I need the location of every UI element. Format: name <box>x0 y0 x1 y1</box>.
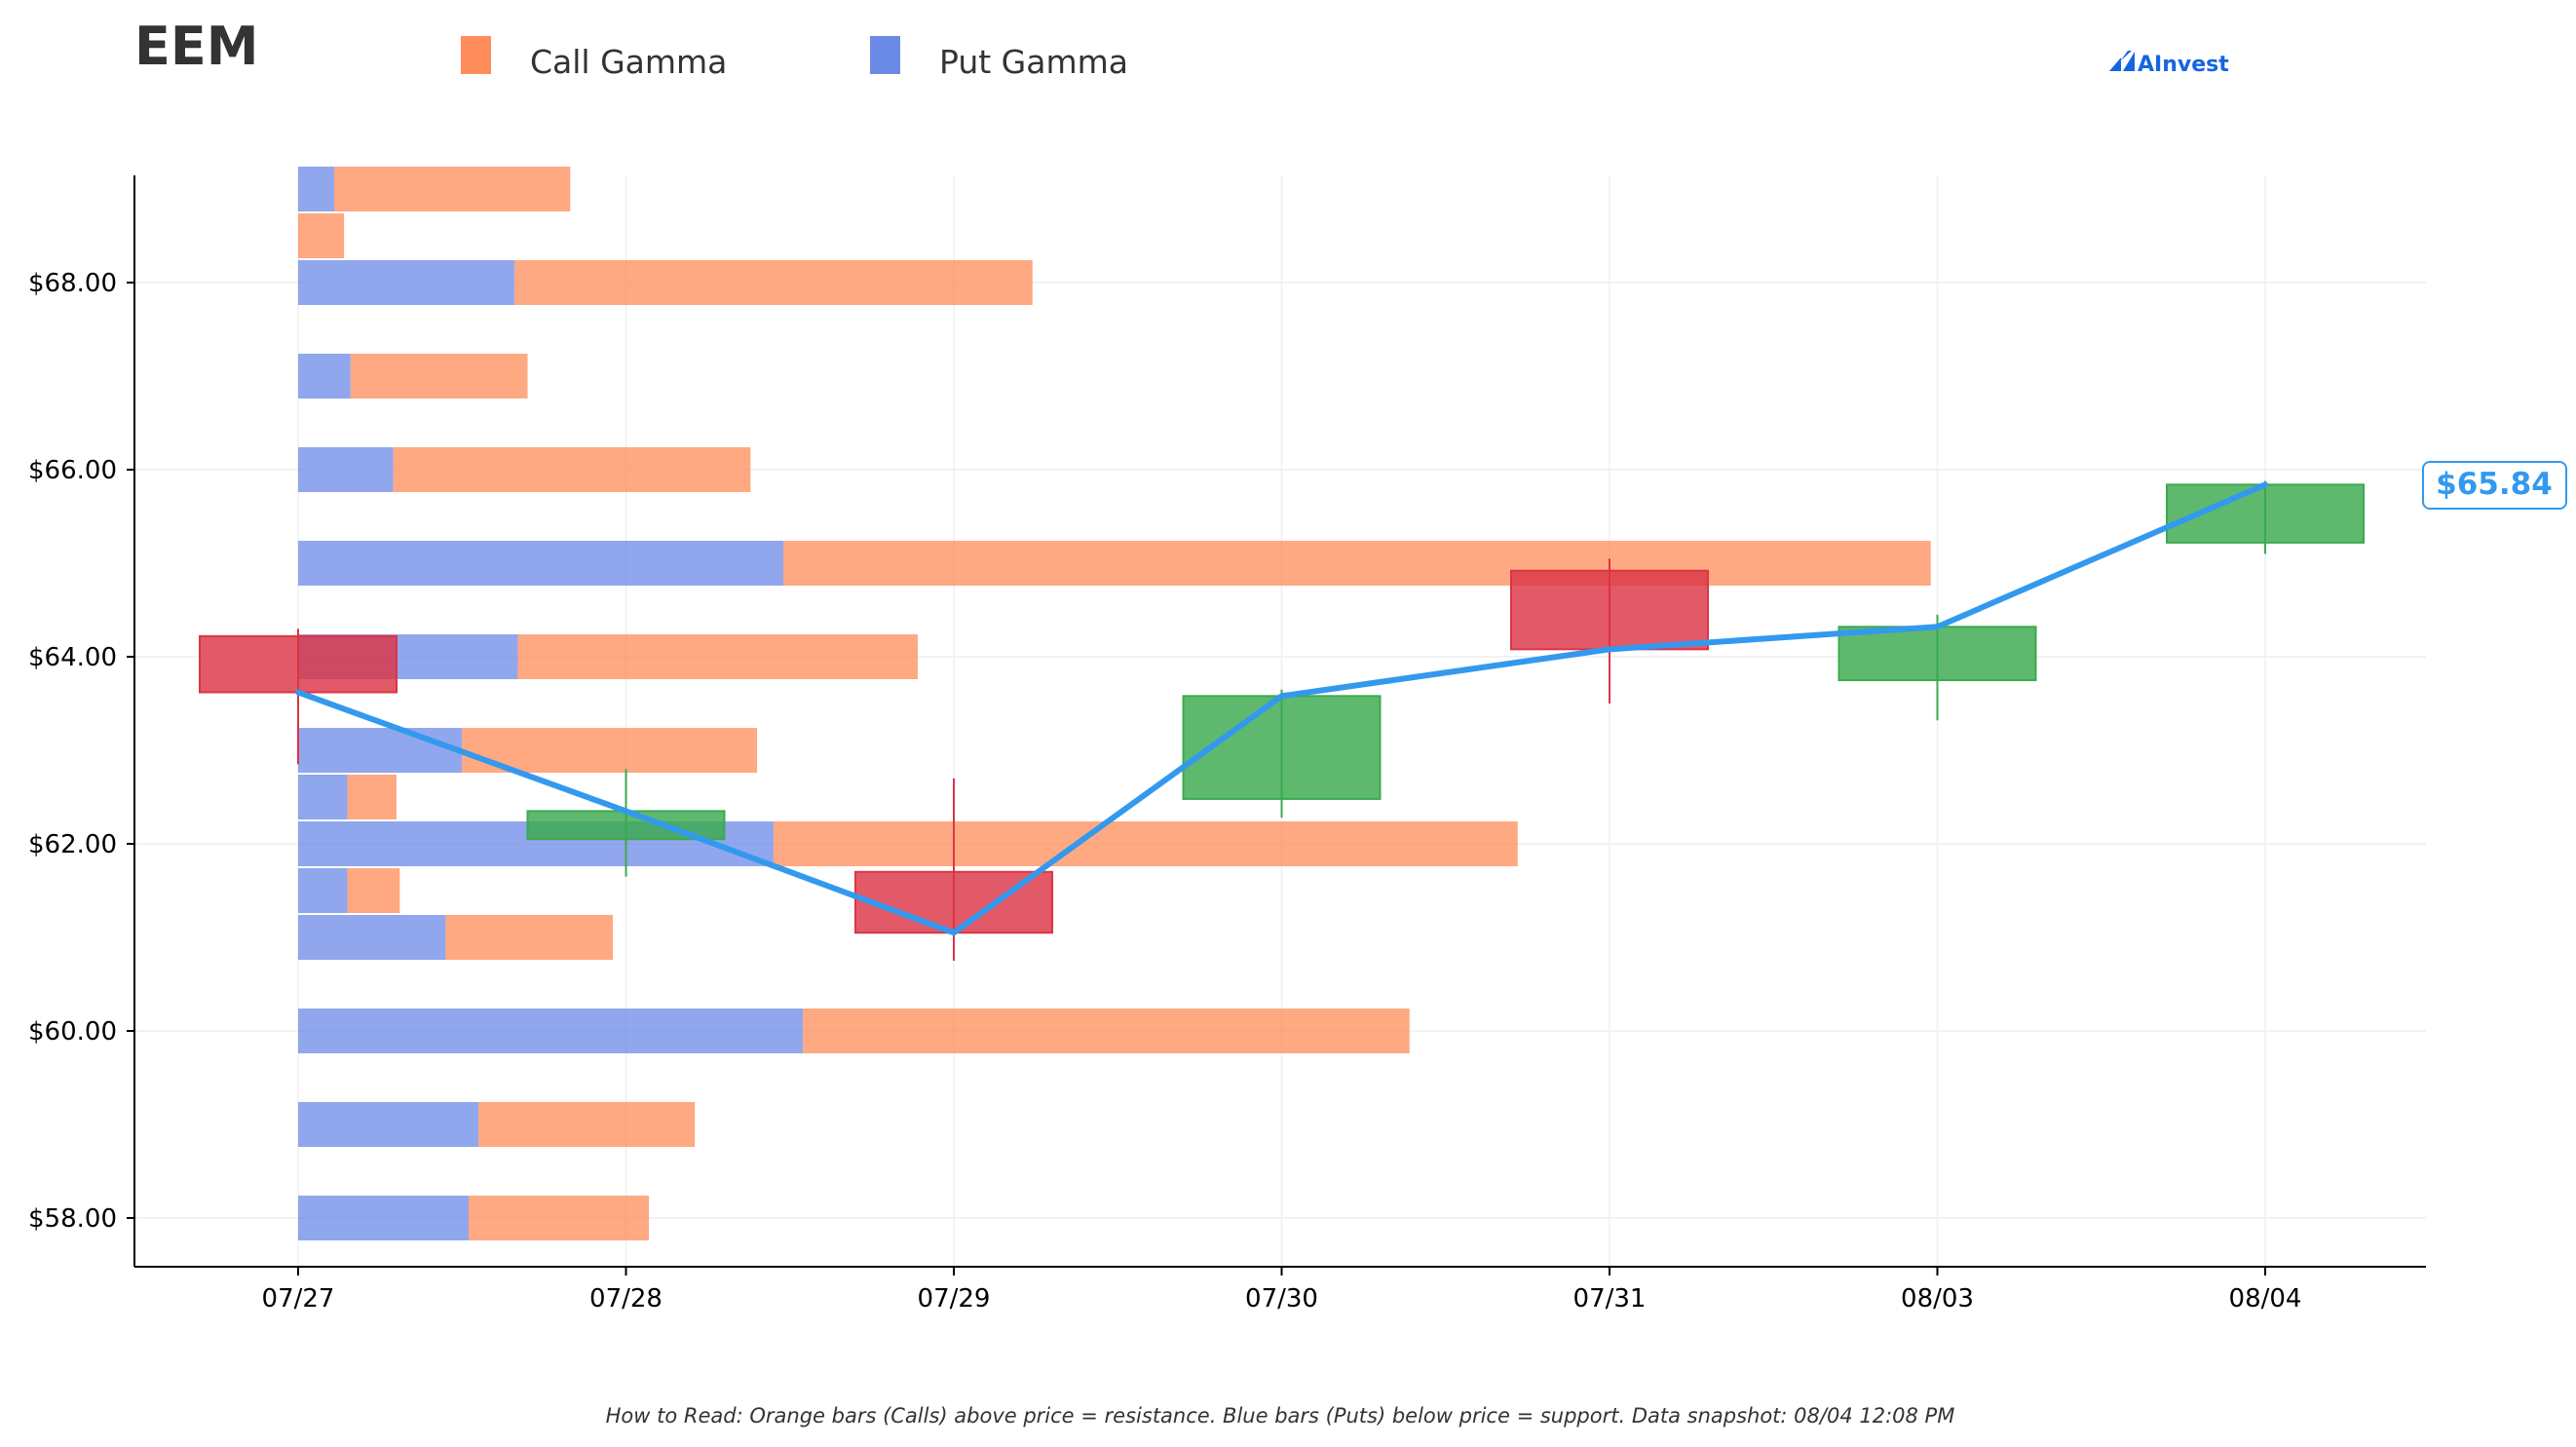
put-gamma-bar <box>298 1102 479 1147</box>
x-tick-label: 08/03 <box>1901 1284 1974 1314</box>
call-gamma-bar <box>347 775 397 819</box>
x-tick-label: 07/29 <box>918 1284 991 1314</box>
brand-logo: AInvest <box>2109 51 2229 77</box>
x-tick-label: 07/30 <box>1245 1284 1318 1314</box>
y-tick-label: $60.00 <box>28 1017 117 1047</box>
brand-text: AInvest <box>2138 53 2229 77</box>
call-gamma-bar <box>478 1102 696 1147</box>
put-gamma-bar <box>298 541 784 586</box>
gamma-bars <box>298 167 1931 1240</box>
call-gamma-bar <box>468 1196 650 1240</box>
call-gamma-bar <box>393 447 751 492</box>
put-gamma-bar <box>298 1196 469 1240</box>
price-callout: $65.84 <box>2422 461 2567 510</box>
legend-swatch-put <box>870 36 900 74</box>
put-gamma-bar <box>298 447 394 492</box>
put-gamma-bar <box>298 868 348 913</box>
call-gamma-bar <box>514 260 1033 305</box>
price-callout-label: $65.84 <box>2436 467 2553 502</box>
call-gamma-bar <box>783 541 1931 586</box>
y-tick-label: $68.00 <box>28 269 117 298</box>
axes <box>133 175 2426 1268</box>
x-tick-label: 08/04 <box>2229 1284 2302 1314</box>
legend: Call Gamma Put Gamma <box>461 36 1128 81</box>
call-gamma-bar <box>773 821 1518 866</box>
candle-body <box>1837 626 2037 682</box>
y-tick-label: $62.00 <box>28 830 117 859</box>
y-tick-label: $66.00 <box>28 456 117 485</box>
legend-swatch-call <box>461 36 491 74</box>
put-gamma-bar <box>298 260 515 305</box>
call-gamma-bar <box>334 167 571 211</box>
put-gamma-bar <box>298 915 446 960</box>
candle-body <box>199 634 398 694</box>
put-gamma-bar <box>298 167 335 211</box>
price-callout-box <box>2422 461 2567 510</box>
put-gamma-bar <box>298 728 463 773</box>
call-gamma-bar <box>445 915 614 960</box>
candle-body <box>1510 569 1709 651</box>
x-tick-label: 07/28 <box>589 1284 663 1314</box>
call-gamma-bar <box>350 354 528 399</box>
put-gamma-bar <box>298 775 348 819</box>
x-tick-label: 07/27 <box>262 1284 335 1314</box>
x-tick-label: 07/31 <box>1573 1284 1647 1314</box>
axis-ticks: $58.00 $60.00 $62.00 $64.00 $66.00 $68.00 07/2… <box>28 269 2301 1314</box>
call-gamma-bar <box>298 213 345 258</box>
brand-mark-icon <box>2109 51 2135 71</box>
call-gamma-bar <box>803 1009 1410 1053</box>
candlesticks <box>199 480 2365 961</box>
price-line-layer <box>295 481 2268 936</box>
chart-title: EEM <box>134 16 259 77</box>
legend-label-call: Call Gamma <box>530 43 727 81</box>
candle-body <box>1182 695 1382 800</box>
put-gamma-bar <box>298 354 351 399</box>
footnote: How to Read: Orange bars (Calls) above p… <box>606 1404 1955 1428</box>
y-tick-label: $58.00 <box>28 1204 117 1234</box>
call-gamma-bar <box>462 728 758 773</box>
y-tick-label: $64.00 <box>28 643 117 672</box>
legend-label-put: Put Gamma <box>939 43 1128 81</box>
price-line <box>295 481 2268 936</box>
put-gamma-bar <box>298 1009 804 1053</box>
call-gamma-bar <box>347 868 400 913</box>
call-gamma-bar <box>517 634 918 679</box>
